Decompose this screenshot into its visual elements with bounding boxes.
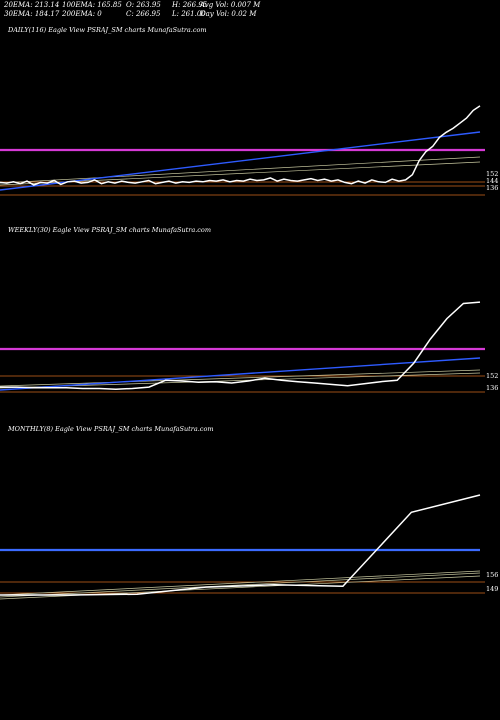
open-stat: O: 263.95 [126,1,161,9]
level-label: 152 [486,170,498,178]
price-line [0,494,481,596]
ema-line [0,570,481,596]
weekly-chart-svg: 152 136 [0,301,498,393]
ema20-stat: 20EMA: 213.14 [4,1,60,9]
trend-line [0,131,481,191]
daily-chart-title: DAILY(116) Eagle View PSRAJ_SM charts Mu… [8,26,207,34]
weekly-chart-title: WEEKLY(30) Eagle View PSRAJ_SM charts Mu… [8,226,212,234]
day-vol-stat: Day Vol: 0.02 M [200,10,257,18]
ema-line [0,369,481,387]
monthly-chart-svg: 156 149 [0,494,498,600]
weekly-panel: WEEKLY(30) Eagle View PSRAJ_SM charts Mu… [0,226,500,396]
avg-vol-stat: Avg Vol: 0.007 M [200,1,261,9]
ema200-stat: 200EMA: 0 [62,10,102,18]
ema-line [0,372,481,389]
price-line [0,105,481,186]
price-line [0,301,481,390]
level-label: 149 [486,585,498,593]
ema-line [0,161,481,186]
level-label: 136 [486,184,498,192]
ema-line [0,156,481,184]
ema100-stat: 100EMA: 165.85 [62,1,122,9]
ema-line [0,572,481,598]
trend-line [0,357,481,391]
daily-panel: DAILY(116) Eagle View PSRAJ_SM charts Mu… [0,26,500,206]
monthly-chart-title: MONTHLY(8) Eagle View PSRAJ_SM charts Mu… [8,425,214,433]
level-label: 156 [486,571,498,579]
low-stat: L: 261.00 [172,10,206,18]
level-label: 136 [486,384,498,392]
monthly-panel: MONTHLY(8) Eagle View PSRAJ_SM charts Mu… [0,425,500,605]
high-stat: H: 266.95 [172,1,208,9]
stats-header: 20EMA: 213.14 100EMA: 165.85 O: 263.95 H… [4,1,500,23]
close-stat: C: 266.95 [126,10,161,18]
ema30-stat: 30EMA: 184.17 [4,10,60,18]
level-label: 152 [486,372,498,380]
level-label: 144 [486,177,498,185]
